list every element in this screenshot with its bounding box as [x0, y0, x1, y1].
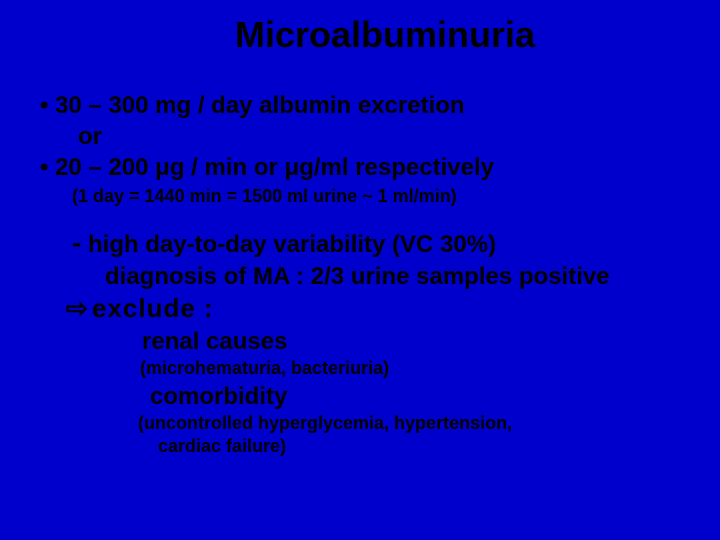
- slide-title: Microalbuminuria: [80, 14, 690, 56]
- bullet-1: • 30 – 300 mg / day albumin excretion: [40, 90, 690, 121]
- arrow-icon: ⇨: [66, 292, 92, 326]
- comorb-sub-1: (uncontrolled hyperglycemia, hypertensio…: [138, 412, 690, 435]
- renal-sub: (microhematuria, bacteriuria): [140, 357, 690, 380]
- bullet-2: • 20 – 200 μg / min or μg/ml respectivel…: [40, 152, 690, 183]
- exclude-line: ⇨exclude :: [66, 292, 690, 326]
- comorb-sub-2: cardiac failure): [158, 435, 690, 458]
- renal-causes: renal causes: [142, 326, 690, 357]
- or-text: or: [78, 121, 690, 152]
- conversion-note: (1 day = 1440 min = 1500 ml urine ~ 1 ml…: [72, 186, 690, 207]
- exclude-text: exclude :: [92, 293, 214, 323]
- diagnosis-line: diagnosis of MA : 2/3 urine samples posi…: [105, 261, 690, 292]
- slide-container: Microalbuminuria • 30 – 300 mg / day alb…: [0, 0, 720, 540]
- variability-line: - high day-to-day variability (VC 30%): [72, 225, 690, 261]
- comorbidity: comorbidity: [150, 381, 690, 412]
